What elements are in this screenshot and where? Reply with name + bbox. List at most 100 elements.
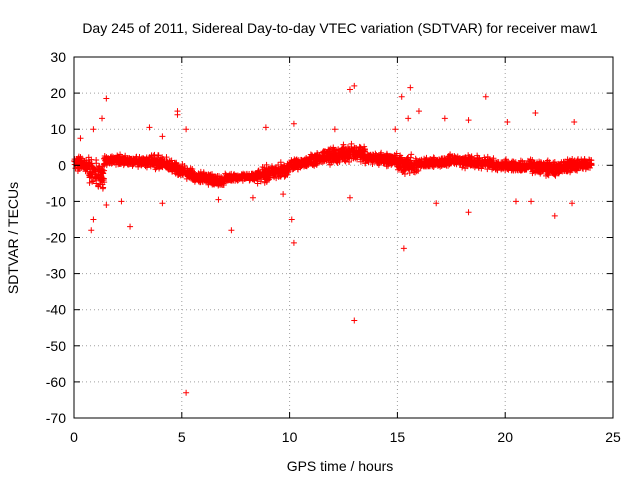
outlier-point [346, 86, 353, 93]
data-point [432, 160, 439, 167]
data-point [105, 157, 112, 164]
outlier-point [88, 227, 95, 234]
data-point [588, 161, 595, 168]
data-point [264, 170, 271, 177]
y-tick-label: -30 [46, 266, 66, 282]
data-point [355, 150, 362, 157]
data-point [79, 160, 86, 167]
outlier-point [415, 108, 422, 115]
outlier-point [465, 117, 472, 124]
y-tick-label: -20 [46, 230, 66, 246]
data-point [557, 167, 564, 174]
outlier-point [571, 118, 578, 125]
data-point [277, 159, 284, 166]
data-point [361, 143, 368, 150]
outlier-point [288, 216, 295, 223]
data-point [505, 166, 512, 173]
data-point [345, 151, 352, 158]
outlier-point [528, 198, 535, 205]
data-point [320, 154, 327, 161]
data-point [415, 167, 422, 174]
outlier-point [351, 82, 358, 89]
data-point [545, 169, 552, 176]
outlier-point [331, 126, 338, 133]
data-point [128, 156, 135, 163]
data-point [277, 173, 284, 180]
data-point [95, 183, 102, 190]
outlier-point [465, 209, 472, 216]
data-point [117, 158, 124, 165]
data-point [275, 161, 282, 168]
data-point [109, 155, 116, 162]
data-point [412, 155, 419, 162]
data-point [563, 168, 570, 175]
y-axis-label: SDTVAR / TECUs [5, 182, 21, 294]
y-tick-label: 0 [58, 157, 66, 173]
data-point [327, 155, 334, 162]
data-point [163, 164, 170, 171]
data-point [421, 160, 428, 167]
y-tick-label: -40 [46, 302, 66, 318]
data-point [356, 149, 363, 156]
data-point [527, 166, 534, 173]
data-point [124, 157, 131, 164]
data-point [498, 164, 505, 171]
data-point [135, 163, 142, 170]
data-point [369, 161, 376, 168]
data-point [88, 156, 95, 163]
y-tick-label: -70 [46, 410, 66, 426]
data-point [223, 177, 230, 184]
data-point [86, 163, 93, 170]
outlier-point [215, 196, 222, 203]
data-point [571, 161, 578, 168]
outlier-point [249, 194, 256, 201]
outlier-point [504, 118, 511, 125]
data-point [110, 154, 117, 161]
outlier-point [290, 239, 297, 246]
data-point [587, 160, 594, 167]
data-point [346, 159, 353, 166]
outlier-point [441, 115, 448, 122]
data-point [138, 159, 145, 166]
data-point [544, 157, 551, 164]
data-point [376, 153, 383, 160]
x-tick-label: 10 [282, 429, 298, 445]
data-point [375, 158, 382, 165]
data-point [459, 161, 466, 168]
chart-title: Day 245 of 2011, Sidereal Day-to-day VTE… [82, 20, 598, 36]
data-point [417, 161, 424, 168]
data-point [383, 150, 390, 157]
data-point [101, 161, 108, 168]
outlier-point [103, 95, 110, 102]
data-point [366, 156, 373, 163]
x-tick-label: 15 [390, 429, 406, 445]
data-point [578, 156, 585, 163]
outlier-point [280, 191, 287, 198]
data-point [319, 158, 326, 165]
data-point [335, 155, 342, 162]
data-point [499, 159, 506, 166]
x-tick-label: 5 [178, 429, 186, 445]
data-point [163, 154, 170, 161]
data-point [562, 158, 569, 165]
data-point [332, 149, 339, 156]
data-point [299, 158, 306, 165]
data-point [543, 163, 550, 170]
outlier-point [482, 93, 489, 100]
data-point [82, 162, 89, 169]
data-point [510, 158, 517, 165]
data-point [427, 162, 434, 169]
data-point [470, 162, 477, 169]
data-point [335, 148, 342, 155]
data-point [397, 159, 404, 166]
data-point [393, 150, 400, 157]
y-tick-label: 20 [50, 85, 66, 101]
data-point [515, 160, 522, 167]
data-point [406, 166, 413, 173]
outlier-point [183, 389, 190, 396]
data-point [549, 168, 556, 175]
data-point [327, 156, 334, 163]
data-point [179, 164, 186, 171]
x-tick-label: 20 [497, 429, 513, 445]
outlier-point [346, 194, 353, 201]
